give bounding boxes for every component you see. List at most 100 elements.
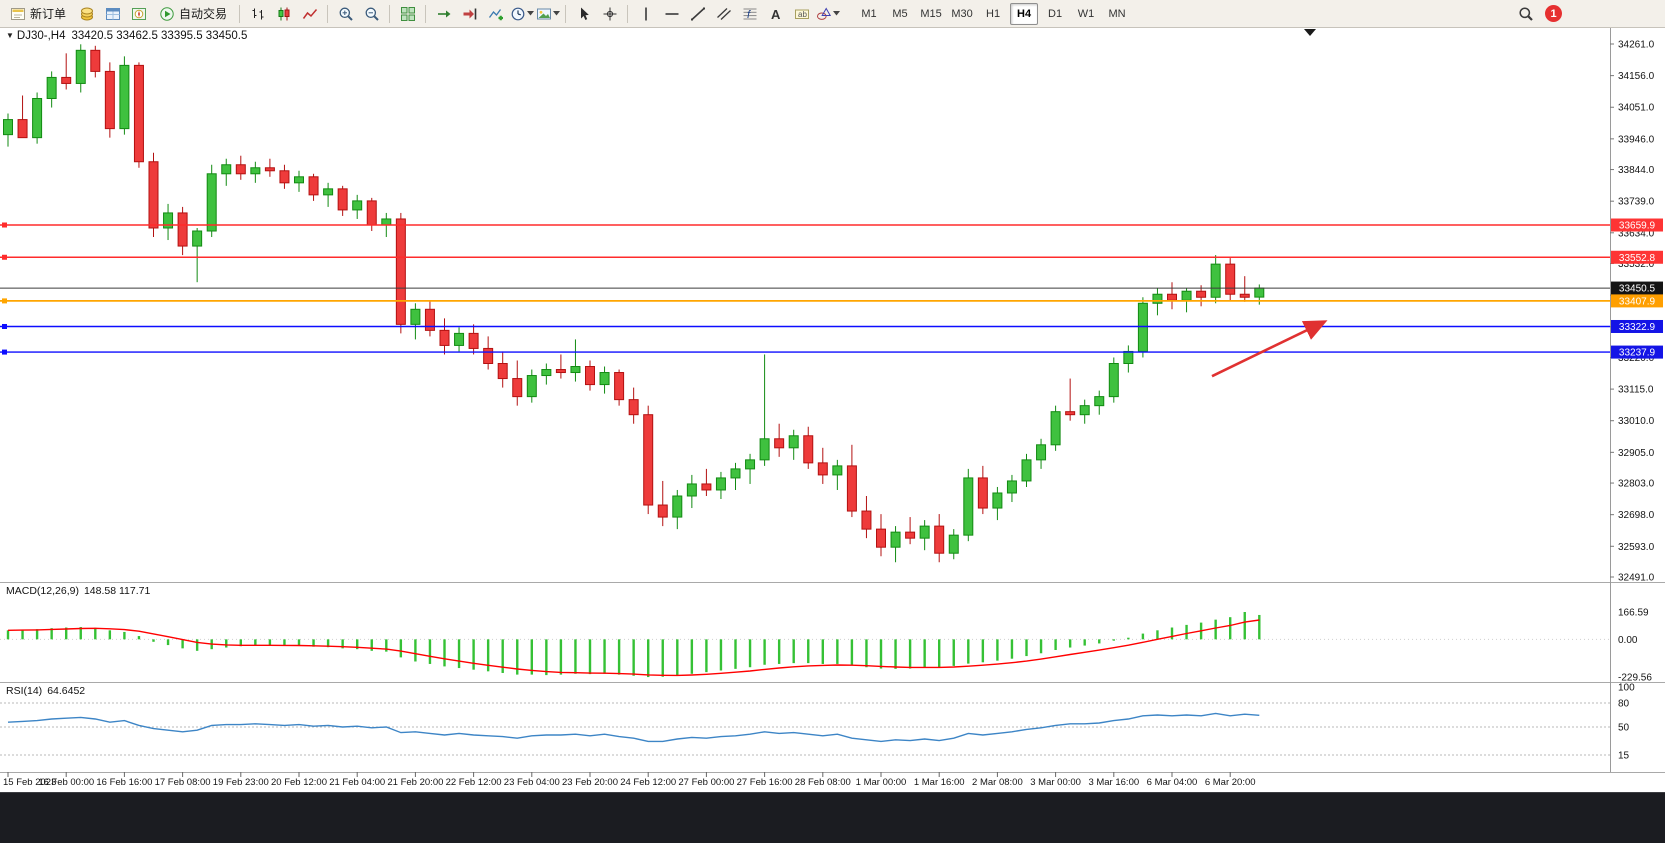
candle-body bbox=[61, 76, 72, 84]
timeframe-h1-button[interactable]: H1 bbox=[986, 7, 1001, 20]
candle-body bbox=[628, 399, 639, 416]
price-chart-canvas[interactable]: 34261.0 34156.0 34051.0 33946.0 33844.0 33739… bbox=[0, 27, 1665, 792]
timeframe-m1-button[interactable]: M1 bbox=[861, 7, 877, 20]
market-watch-icon-button[interactable] bbox=[74, 2, 99, 26]
candlestick-chart-icon-button[interactable] bbox=[271, 2, 296, 26]
auto-scroll-icon-button[interactable] bbox=[431, 2, 456, 26]
svg-text:-229.56: -229.56 bbox=[1618, 673, 1652, 684]
timeframe-d1-button[interactable]: D1 bbox=[1048, 7, 1063, 20]
svg-text:33532.0: 33532.0 bbox=[1618, 259, 1655, 270]
dropdown-caret-icon[interactable] bbox=[552, 11, 560, 16]
price-axis: 34261.0 34156.0 34051.0 33946.0 33844.0 33739… bbox=[1610, 40, 1655, 584]
rsi-indicator-label: RSI(14) 64.6452 bbox=[6, 685, 85, 697]
line-anchor-marker[interactable] bbox=[2, 222, 7, 228]
timeframe-m5-button[interactable]: M5 bbox=[892, 7, 908, 20]
candle-body bbox=[468, 332, 479, 349]
svg-text:0.00: 0.00 bbox=[1618, 635, 1638, 646]
price-axis-badge bbox=[1611, 294, 1663, 308]
line-anchor-marker[interactable] bbox=[2, 323, 7, 329]
toolbar-separator bbox=[239, 4, 241, 23]
candle-body bbox=[264, 167, 275, 172]
text-label-icon-button[interactable]: ab bbox=[789, 2, 814, 26]
tile-windows-icon bbox=[400, 6, 416, 22]
svg-text:33946.0: 33946.0 bbox=[1618, 134, 1655, 145]
timeframe-mn-button[interactable]: MN bbox=[1108, 7, 1126, 20]
line-anchor-marker[interactable] bbox=[2, 349, 7, 355]
svg-text:1 Mar 00:00: 1 Mar 00:00 bbox=[856, 777, 907, 788]
autotrading-label: 自动交易 bbox=[179, 7, 228, 21]
timeframe-m30-button[interactable]: M30 bbox=[951, 7, 973, 20]
crosshair-icon-button[interactable] bbox=[597, 2, 622, 26]
line-anchor-marker[interactable] bbox=[2, 254, 7, 260]
tile-windows-icon-button[interactable] bbox=[395, 2, 420, 26]
timeframe-m15-button[interactable]: M15 bbox=[920, 7, 942, 20]
equidistant-channel-icon-button[interactable] bbox=[711, 2, 736, 26]
candle-body bbox=[235, 164, 246, 175]
svg-text:100: 100 bbox=[1618, 683, 1635, 694]
search-icon-button[interactable] bbox=[1513, 2, 1538, 26]
candle-body bbox=[715, 477, 726, 491]
candle-body bbox=[1065, 411, 1076, 416]
dropdown-caret-icon[interactable] bbox=[832, 11, 840, 16]
zoom-in-icon-button[interactable] bbox=[333, 2, 358, 26]
chart-shift-icon-button[interactable] bbox=[457, 2, 482, 26]
chart-object-marker bbox=[1304, 29, 1316, 36]
data-window-icon-button[interactable] bbox=[100, 2, 125, 26]
indicators-add-icon bbox=[488, 6, 504, 22]
dropdown-caret-icon[interactable] bbox=[526, 11, 534, 16]
horizontal-line-icon-button[interactable] bbox=[659, 2, 684, 26]
timeframe-w1-button[interactable]: W1 bbox=[1077, 7, 1095, 20]
cursor-icon-button[interactable] bbox=[571, 2, 596, 26]
periods-icon bbox=[510, 6, 526, 22]
candle-body bbox=[1181, 290, 1192, 301]
bar-chart-icon-button[interactable] bbox=[245, 2, 270, 26]
navigator-icon-button[interactable] bbox=[126, 2, 151, 26]
candle-body bbox=[294, 176, 304, 184]
chart-area[interactable]: 34261.0 34156.0 34051.0 33946.0 33844.0 33739… bbox=[0, 27, 1665, 792]
zoom-out-icon-button[interactable] bbox=[359, 2, 384, 26]
timeframe-h4-button[interactable]: H4 bbox=[1010, 2, 1039, 25]
new-order-button[interactable]: 新订单 bbox=[3, 2, 73, 26]
candle-body bbox=[308, 176, 319, 196]
templates-icon-button[interactable] bbox=[535, 2, 560, 26]
svg-text:80: 80 bbox=[1618, 699, 1630, 710]
macd-values: 148.58 117.71 bbox=[83, 585, 151, 597]
macd-signal-line bbox=[7, 619, 1260, 677]
candle-body bbox=[803, 435, 814, 464]
candle-body bbox=[774, 438, 785, 449]
candlestick-series bbox=[3, 44, 1265, 563]
autotrading-button[interactable]: 自动交易 bbox=[152, 2, 234, 26]
svg-text:24 Feb 12:00: 24 Feb 12:00 bbox=[620, 777, 676, 788]
trendline-icon-button[interactable] bbox=[685, 2, 710, 26]
candle-body bbox=[395, 218, 406, 325]
chart-shift-icon bbox=[462, 6, 478, 22]
periods-icon-button[interactable] bbox=[509, 2, 534, 26]
candle-body bbox=[701, 483, 712, 491]
candle-body bbox=[1167, 293, 1177, 301]
bar-chart-icon bbox=[250, 6, 266, 22]
candle-body bbox=[512, 378, 523, 398]
toolbar-separator bbox=[425, 4, 427, 23]
svg-text:22 Feb 12:00: 22 Feb 12:00 bbox=[446, 777, 502, 788]
crosshair-icon bbox=[602, 6, 618, 22]
fibonacci-icon-button[interactable]: f bbox=[737, 2, 762, 26]
line-anchor-marker[interactable] bbox=[2, 298, 7, 304]
vertical-line-icon-button[interactable] bbox=[633, 2, 658, 26]
svg-text:23 Feb 04:00: 23 Feb 04:00 bbox=[504, 777, 560, 788]
candle-body bbox=[1123, 350, 1134, 364]
indicators-add-icon-button[interactable] bbox=[483, 2, 508, 26]
line-chart-icon-button[interactable] bbox=[297, 2, 322, 26]
candle-body bbox=[1108, 362, 1119, 398]
candle-body bbox=[555, 369, 566, 374]
notification-badge[interactable]: 1 bbox=[1545, 5, 1562, 22]
text-icon-button[interactable]: A bbox=[763, 2, 788, 26]
svg-text:ab: ab bbox=[798, 10, 807, 19]
candle-body bbox=[657, 504, 668, 518]
chart-menu-triangle-icon[interactable]: ▼ bbox=[6, 31, 14, 40]
svg-text:19 Feb 23:00: 19 Feb 23:00 bbox=[213, 777, 269, 788]
templates-icon bbox=[536, 6, 552, 22]
svg-text:33115.0: 33115.0 bbox=[1618, 385, 1654, 396]
trend-arrow[interactable] bbox=[1211, 320, 1328, 378]
shapes-icon-button[interactable] bbox=[815, 2, 840, 26]
svg-text:34156.0: 34156.0 bbox=[1618, 71, 1655, 82]
